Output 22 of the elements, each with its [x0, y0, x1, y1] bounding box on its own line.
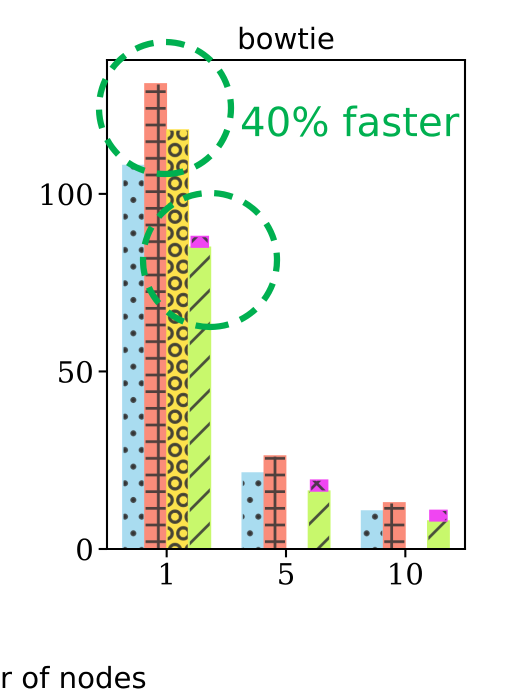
x-tick-label: 1 — [160, 562, 172, 584]
x-tick-label: 10 — [390, 562, 422, 585]
bar — [308, 490, 331, 549]
x-axis-title: r of nodes — [2, 666, 146, 688]
bar — [427, 520, 450, 549]
chart-title: bowtie — [240, 26, 334, 50]
y-tick-label: 50 — [59, 360, 92, 383]
bar — [144, 83, 168, 549]
bar — [264, 455, 286, 549]
y-tick-label: 100 — [42, 183, 92, 206]
bar — [429, 510, 448, 522]
bar — [166, 129, 190, 549]
bar — [360, 510, 384, 549]
annotation: 40% faster — [242, 106, 460, 137]
x-tick-label: 5 — [279, 563, 294, 585]
y-tick-label: 0 — [77, 538, 92, 560]
bar — [241, 472, 264, 549]
bar — [310, 479, 328, 492]
bar — [382, 502, 406, 549]
bar — [122, 164, 145, 549]
bar — [188, 246, 212, 549]
bar — [190, 236, 210, 248]
